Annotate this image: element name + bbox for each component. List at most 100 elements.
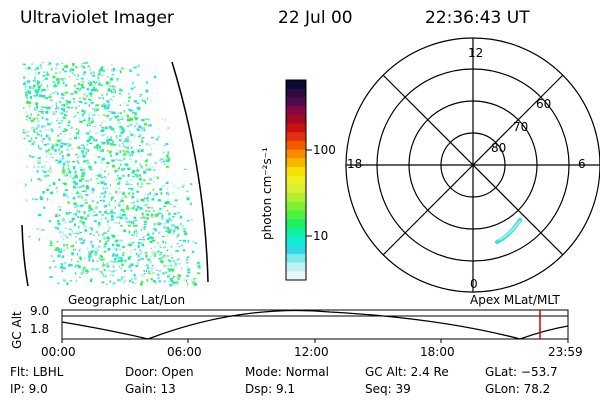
aurora-pixel xyxy=(60,142,64,145)
aurora-pixel xyxy=(128,96,132,99)
aurora-pixel xyxy=(52,75,56,79)
aurora-pixel xyxy=(107,266,111,268)
info-gain: Gain: 13 xyxy=(125,382,176,396)
aurora-pixel xyxy=(73,185,76,189)
aurora-pixel xyxy=(58,139,62,141)
aurora-pixel xyxy=(26,96,28,99)
aurora-pixel xyxy=(36,80,38,83)
altitude-panel-frame xyxy=(61,309,569,340)
aurora-pixel xyxy=(82,86,85,89)
aurora-pixel xyxy=(177,212,180,214)
aurora-pixel xyxy=(123,153,127,156)
aurora-pixel xyxy=(167,259,170,262)
aurora-pixel xyxy=(89,207,91,210)
aurora-pixel xyxy=(87,90,90,92)
aurora-pixel xyxy=(133,66,136,69)
aurora-pixel xyxy=(147,125,150,127)
aurora-pixel xyxy=(26,118,29,122)
aurora-pixel xyxy=(64,91,68,94)
aurora-pixel xyxy=(66,147,70,151)
aurora-pixel xyxy=(72,249,76,251)
aurora-pixel xyxy=(99,124,101,126)
aurora-pixel xyxy=(105,211,107,214)
aurora-pixel xyxy=(193,283,197,286)
aurora-pixel xyxy=(33,129,36,132)
aurora-pixel xyxy=(172,260,176,262)
aurora-pixel xyxy=(105,274,107,278)
aurora-pixel xyxy=(74,265,76,268)
aurora-pixel xyxy=(144,203,148,207)
aurora-pixel xyxy=(37,113,40,117)
aurora-pixel xyxy=(151,253,155,256)
aurora-pixel xyxy=(61,93,64,96)
aurora-pixel xyxy=(149,256,152,258)
aurora-pixel xyxy=(146,217,149,220)
aurora-pixel xyxy=(64,70,68,73)
aurora-pixel xyxy=(80,77,84,80)
aurora-pixel xyxy=(106,263,109,267)
aurora-pixel xyxy=(197,262,200,264)
aurora-pixel xyxy=(43,170,47,174)
aurora-pixel xyxy=(97,222,101,225)
aurora-pixel xyxy=(81,83,84,87)
aurora-pixel xyxy=(83,221,86,224)
aurora-pixel xyxy=(146,183,150,185)
aurora-pixel xyxy=(62,267,66,270)
aurora-pixel xyxy=(64,129,68,132)
aurora-pixel xyxy=(177,213,179,215)
aurora-pixel xyxy=(75,241,77,244)
aurora-pixel xyxy=(159,254,162,256)
colorbar-band xyxy=(286,106,306,116)
aurora-pixel xyxy=(83,71,87,74)
aurora-pixel xyxy=(91,200,94,202)
aurora-pixel xyxy=(113,91,115,94)
aurora-pixel xyxy=(99,84,103,86)
aurora-pixel xyxy=(109,163,112,165)
aurora-pixel xyxy=(85,62,89,64)
aurora-pixel xyxy=(83,266,86,269)
aurora-pixel xyxy=(26,115,29,118)
colorbar xyxy=(286,80,306,281)
aurora-pixel xyxy=(61,120,63,124)
aurora-pixel xyxy=(130,250,132,253)
aurora-pixel xyxy=(90,72,92,75)
aurora-pixel xyxy=(121,116,125,119)
aurora-pixel xyxy=(86,159,89,161)
aurora-pixel xyxy=(195,281,198,285)
aurora-pixel xyxy=(99,199,103,202)
aurora-pixel xyxy=(147,260,149,263)
aurora-pixel xyxy=(55,63,59,66)
aurora-pixel xyxy=(138,125,142,129)
aurora-pixel xyxy=(110,136,112,139)
aurora-pixel xyxy=(114,159,118,161)
aurora-pixel xyxy=(179,223,182,225)
aurora-pixel xyxy=(67,124,70,127)
aurora-pixel xyxy=(86,270,89,273)
aurora-pixel xyxy=(82,73,86,76)
aurora-pixel xyxy=(172,205,176,208)
aurora-pixel xyxy=(195,242,197,245)
aurora-pixel xyxy=(142,100,146,102)
aurora-pixel xyxy=(25,183,27,187)
aurora-pixel xyxy=(83,66,85,68)
aurora-pixel xyxy=(126,104,129,106)
aurora-pixel xyxy=(46,84,49,88)
aurora-pixel xyxy=(137,254,140,256)
aurora-pixel xyxy=(97,156,101,158)
aurora-pixel xyxy=(62,169,66,172)
aurora-pixel xyxy=(66,213,70,215)
aurora-pixel xyxy=(130,187,134,191)
aurora-pixel xyxy=(137,241,140,245)
aurora-pixel xyxy=(161,256,164,259)
aurora-pixel xyxy=(38,111,42,113)
aurora-pixel xyxy=(27,80,31,83)
aurora-pixel xyxy=(46,151,49,155)
aurora-pixel xyxy=(144,252,148,254)
aurora-pixel xyxy=(139,154,142,157)
aurora-pixel xyxy=(120,199,123,203)
aurora-pixel xyxy=(176,258,180,261)
x-tick-label-12: 12:00 xyxy=(294,345,329,359)
aurora-pixel xyxy=(73,101,76,104)
aurora-pixel xyxy=(109,192,111,195)
aurora-pixel xyxy=(132,201,136,203)
